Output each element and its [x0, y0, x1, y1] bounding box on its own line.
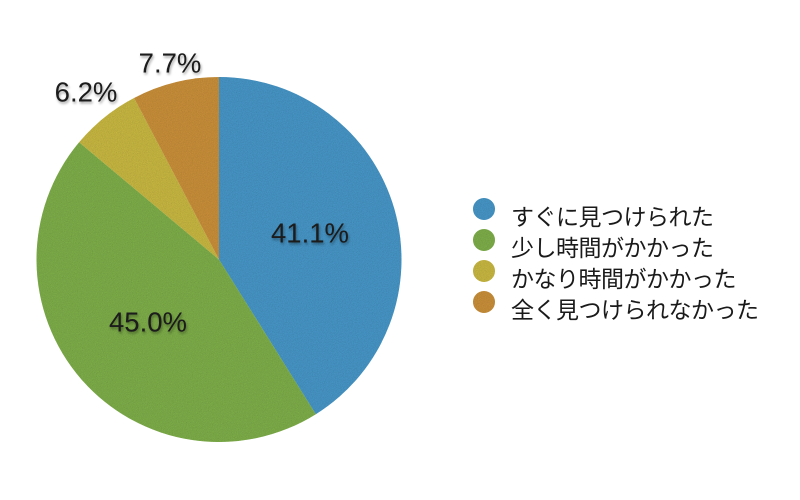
svg-text:41.1%: 41.1% [271, 217, 349, 248]
svg-text:6.2%: 6.2% [55, 76, 118, 107]
svg-text:7.7%: 7.7% [139, 47, 202, 78]
svg-text:45.0%: 45.0% [109, 306, 187, 337]
